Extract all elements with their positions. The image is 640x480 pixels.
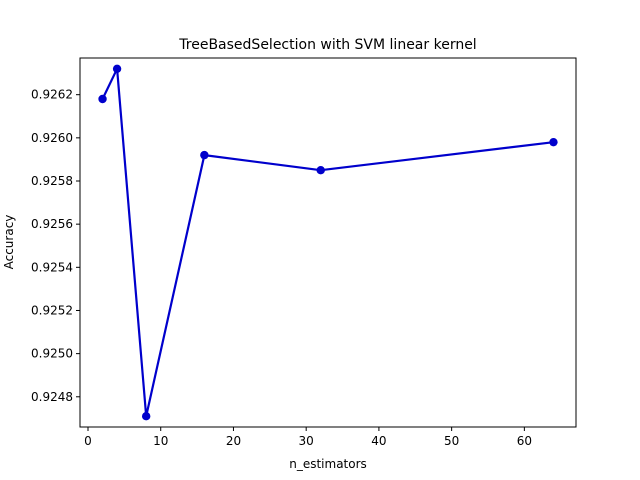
x-tick-label: 40	[371, 434, 386, 448]
x-tick-label: 0	[84, 434, 92, 448]
data-point	[549, 137, 558, 147]
y-tick-label: 0.9256	[31, 217, 73, 231]
series-line	[101, 67, 554, 418]
plot-area	[98, 64, 558, 421]
x-tick-label: 30	[299, 434, 314, 448]
y-tick-label: 0.9258	[31, 174, 73, 188]
y-tick-label: 0.9262	[31, 88, 73, 102]
x-tick-label: 20	[226, 434, 241, 448]
x-tick-label: 50	[444, 434, 459, 448]
y-tick-label: 0.9248	[31, 390, 73, 404]
data-point	[316, 166, 325, 175]
data-point	[98, 94, 107, 104]
x-tick-label: 60	[517, 434, 532, 448]
x-axis: 0 10 20 30 40 50 60	[84, 427, 532, 448]
y-axis-label: Accuracy	[2, 215, 16, 270]
data-point	[200, 150, 209, 160]
y-tick-label: 0.9254	[31, 260, 73, 274]
x-tick-label: 10	[153, 434, 168, 448]
data-point	[141, 412, 151, 421]
data-point	[112, 64, 122, 73]
y-tick-label: 0.9252	[31, 303, 73, 317]
plot-frame	[79, 57, 577, 428]
y-axis: 0.9248 0.9250 0.9252 0.9254 0.9256 0.9258 0.92…	[31, 88, 80, 404]
y-tick-label: 0.9250	[31, 347, 73, 361]
chart-title: TreeBasedSelection with SVM linear kerne…	[178, 37, 476, 53]
x-axis-label: n_estimators	[289, 457, 367, 471]
y-tick-label: 0.9260	[31, 131, 73, 145]
